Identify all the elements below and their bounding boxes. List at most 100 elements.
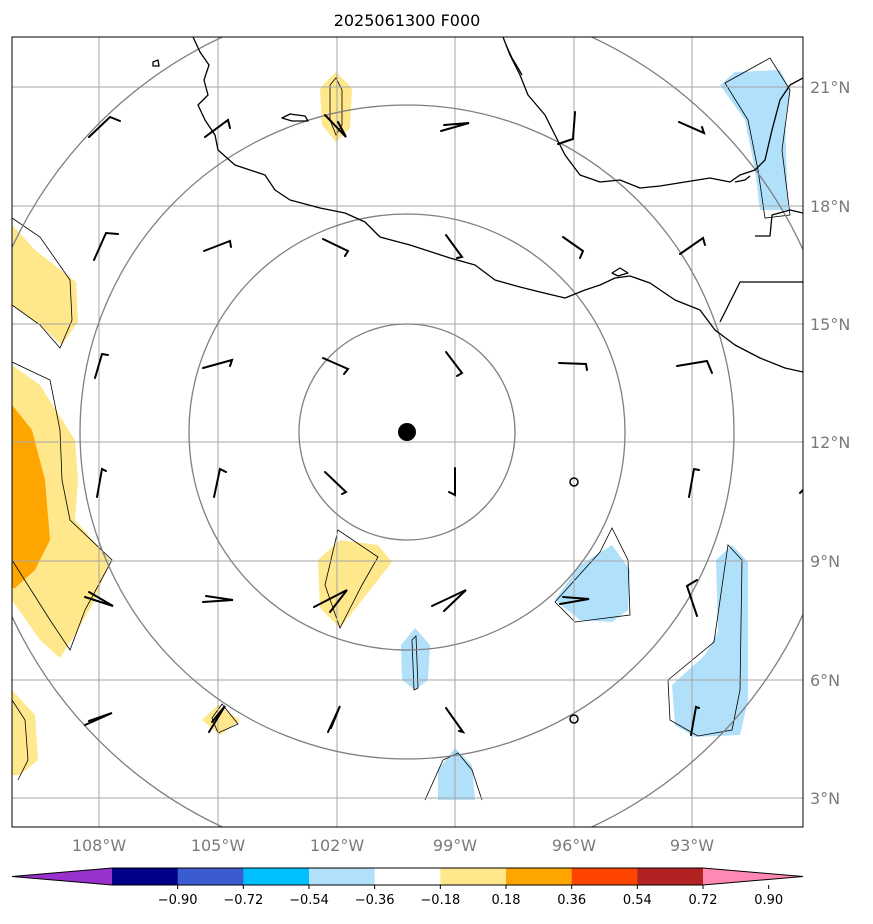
- range-ring-2: [188, 213, 626, 651]
- colorbar-segment: [637, 868, 704, 885]
- colorbar-segment: [571, 868, 638, 885]
- colorbar-segment: [440, 868, 507, 885]
- wind-barb: [84, 591, 114, 607]
- coastline-yucatan-east: [755, 209, 803, 237]
- negative-anomaly-region: [720, 70, 790, 210]
- wind-barb: [445, 351, 464, 377]
- wind-barb: [324, 471, 348, 495]
- wind-barb: [558, 362, 588, 371]
- coastline-island: [152, 59, 160, 67]
- positive-anomaly-region: [318, 540, 392, 628]
- anomaly-shading: [12, 70, 790, 800]
- wind-barb: [676, 359, 713, 374]
- contour-line: [12, 217, 73, 349]
- wind-barb: [557, 111, 576, 145]
- lat-label: 18°N: [810, 197, 850, 216]
- colorbar-extend-low: [12, 868, 112, 885]
- colorbar-segment: [374, 868, 441, 885]
- wind-barb: [313, 589, 348, 613]
- calm-markers: [569, 477, 579, 724]
- positive-anomaly-region: [12, 365, 110, 658]
- lon-label: 99°W: [433, 836, 477, 855]
- lat-label: 15°N: [810, 315, 850, 334]
- wind-barb: [93, 231, 119, 261]
- map-frame: [11, 36, 804, 828]
- colorbar-tick-label: −0.54: [289, 893, 329, 908]
- coastline-lake: [611, 267, 629, 277]
- positive-anomaly-region: [12, 225, 78, 345]
- colorbar-tick-label: −0.18: [420, 893, 460, 908]
- wind-barb: [678, 121, 706, 135]
- range-ring-3: [79, 104, 735, 760]
- coastline-central-america: [719, 281, 803, 323]
- colorbar-segment: [309, 868, 376, 885]
- wind-barb: [324, 114, 347, 138]
- negative-anomaly-region: [438, 748, 475, 800]
- wind-barb: [202, 595, 234, 603]
- colorbar-segment: [177, 868, 244, 885]
- wind-barb: [559, 596, 590, 605]
- colorbar-tick-label: 0.90: [754, 893, 783, 908]
- graticule: [12, 37, 803, 827]
- lat-label: 12°N: [810, 433, 850, 452]
- wind-barbs: [84, 111, 803, 736]
- colorbar-segment: [243, 868, 310, 885]
- lon-label: 93°W: [670, 836, 714, 855]
- lat-label: 9°N: [810, 552, 840, 571]
- wind-barb: [431, 589, 467, 612]
- colorbar-extend-high: [703, 868, 803, 885]
- range-ring-4: [12, 37, 803, 827]
- wind-barb: [204, 118, 231, 138]
- wind-barb: [327, 705, 341, 733]
- wind-barb: [679, 236, 706, 255]
- contour-line: [211, 703, 239, 734]
- wind-barb: [96, 467, 107, 498]
- wind-barb: [208, 705, 226, 733]
- colorbar-outline: [11, 867, 804, 886]
- latitude-labels: 21°N 18°N 15°N 12°N 9°N 6°N 3°N: [810, 78, 850, 808]
- lon-label: 96°W: [552, 836, 596, 855]
- contour-line: [411, 635, 419, 691]
- wind-barb: [213, 467, 227, 498]
- coastline-gulf-detail: [505, 44, 523, 76]
- wind-barb: [202, 358, 234, 369]
- calm-wind-circle: [569, 477, 579, 487]
- lon-label: 108°W: [72, 836, 127, 855]
- wind-barb: [322, 238, 350, 257]
- colorbar-tick-label: −0.36: [355, 893, 395, 908]
- figure-title: 2025061300 F000: [334, 11, 481, 30]
- contour-line: [424, 752, 483, 801]
- lat-label: 21°N: [810, 78, 850, 97]
- wind-barb: [685, 579, 698, 617]
- wind-barb: [440, 122, 470, 132]
- coastline-gulf-detail: [734, 175, 751, 183]
- wind-barb: [94, 352, 109, 379]
- colorbar-tick-label: −0.90: [158, 893, 198, 908]
- contour-line: [554, 527, 631, 623]
- coastline: [152, 37, 803, 373]
- wind-barb: [445, 707, 466, 734]
- colorbar-tick-label: 0.36: [557, 893, 586, 908]
- strong-positive-anomaly-region: [12, 405, 50, 588]
- negative-anomaly-region: [401, 628, 430, 690]
- wind-barb: [203, 239, 232, 252]
- colorbar-tick-label: 0.18: [492, 893, 521, 908]
- lat-label: 6°N: [810, 671, 840, 690]
- wind-barb: [322, 357, 350, 375]
- colorbar-tick-label: −0.72: [223, 893, 263, 908]
- colorbar-tick-label: 0.72: [689, 893, 718, 908]
- map-area: [12, 37, 803, 827]
- colorbar-segment: [506, 868, 573, 885]
- lat-label: 3°N: [810, 789, 840, 808]
- contour-line: [667, 544, 743, 737]
- range-ring-1: [298, 323, 516, 541]
- negative-anomaly-region: [672, 545, 748, 737]
- contour-line: [12, 361, 113, 651]
- wind-barb: [562, 236, 585, 259]
- lon-label: 102°W: [310, 836, 365, 855]
- colorbar: −0.90 −0.72 −0.54 −0.36 −0.18 0.18 0.36 0.54 0.7…: [11, 867, 804, 908]
- contour-line: [12, 699, 29, 781]
- positive-anomaly-region: [12, 690, 38, 775]
- wind-barb: [88, 115, 121, 138]
